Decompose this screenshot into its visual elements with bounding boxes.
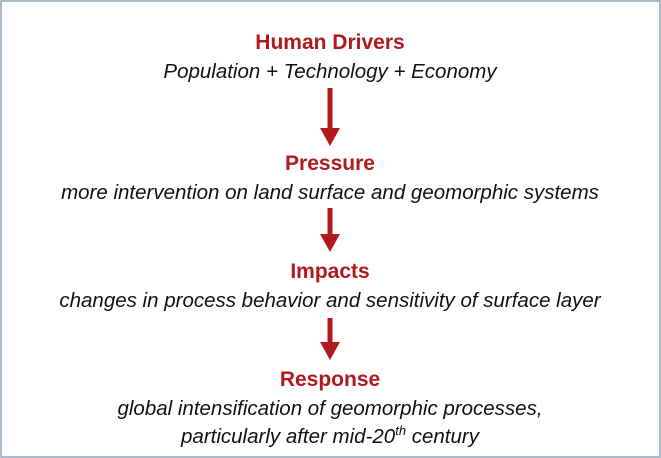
node-title: Impacts <box>290 260 369 283</box>
node-description: global intensification of geomorphic pro… <box>117 397 542 420</box>
arrow <box>320 88 340 146</box>
arrow <box>320 208 340 252</box>
node-description: changes in process behavior and sensitiv… <box>59 289 601 312</box>
node-description: more intervention on land surface and ge… <box>61 181 599 204</box>
description-text: particularly after mid-20 <box>180 425 396 448</box>
superscript: th <box>395 423 406 438</box>
node-title: Human Drivers <box>255 31 404 54</box>
node-title: Pressure <box>285 152 375 175</box>
node-description: particularly after mid-20th century <box>180 423 481 448</box>
arrow <box>320 318 340 360</box>
node-title: Response <box>280 368 380 391</box>
description-text: century <box>406 425 481 448</box>
node-description: Population + Technology + Economy <box>163 60 498 83</box>
